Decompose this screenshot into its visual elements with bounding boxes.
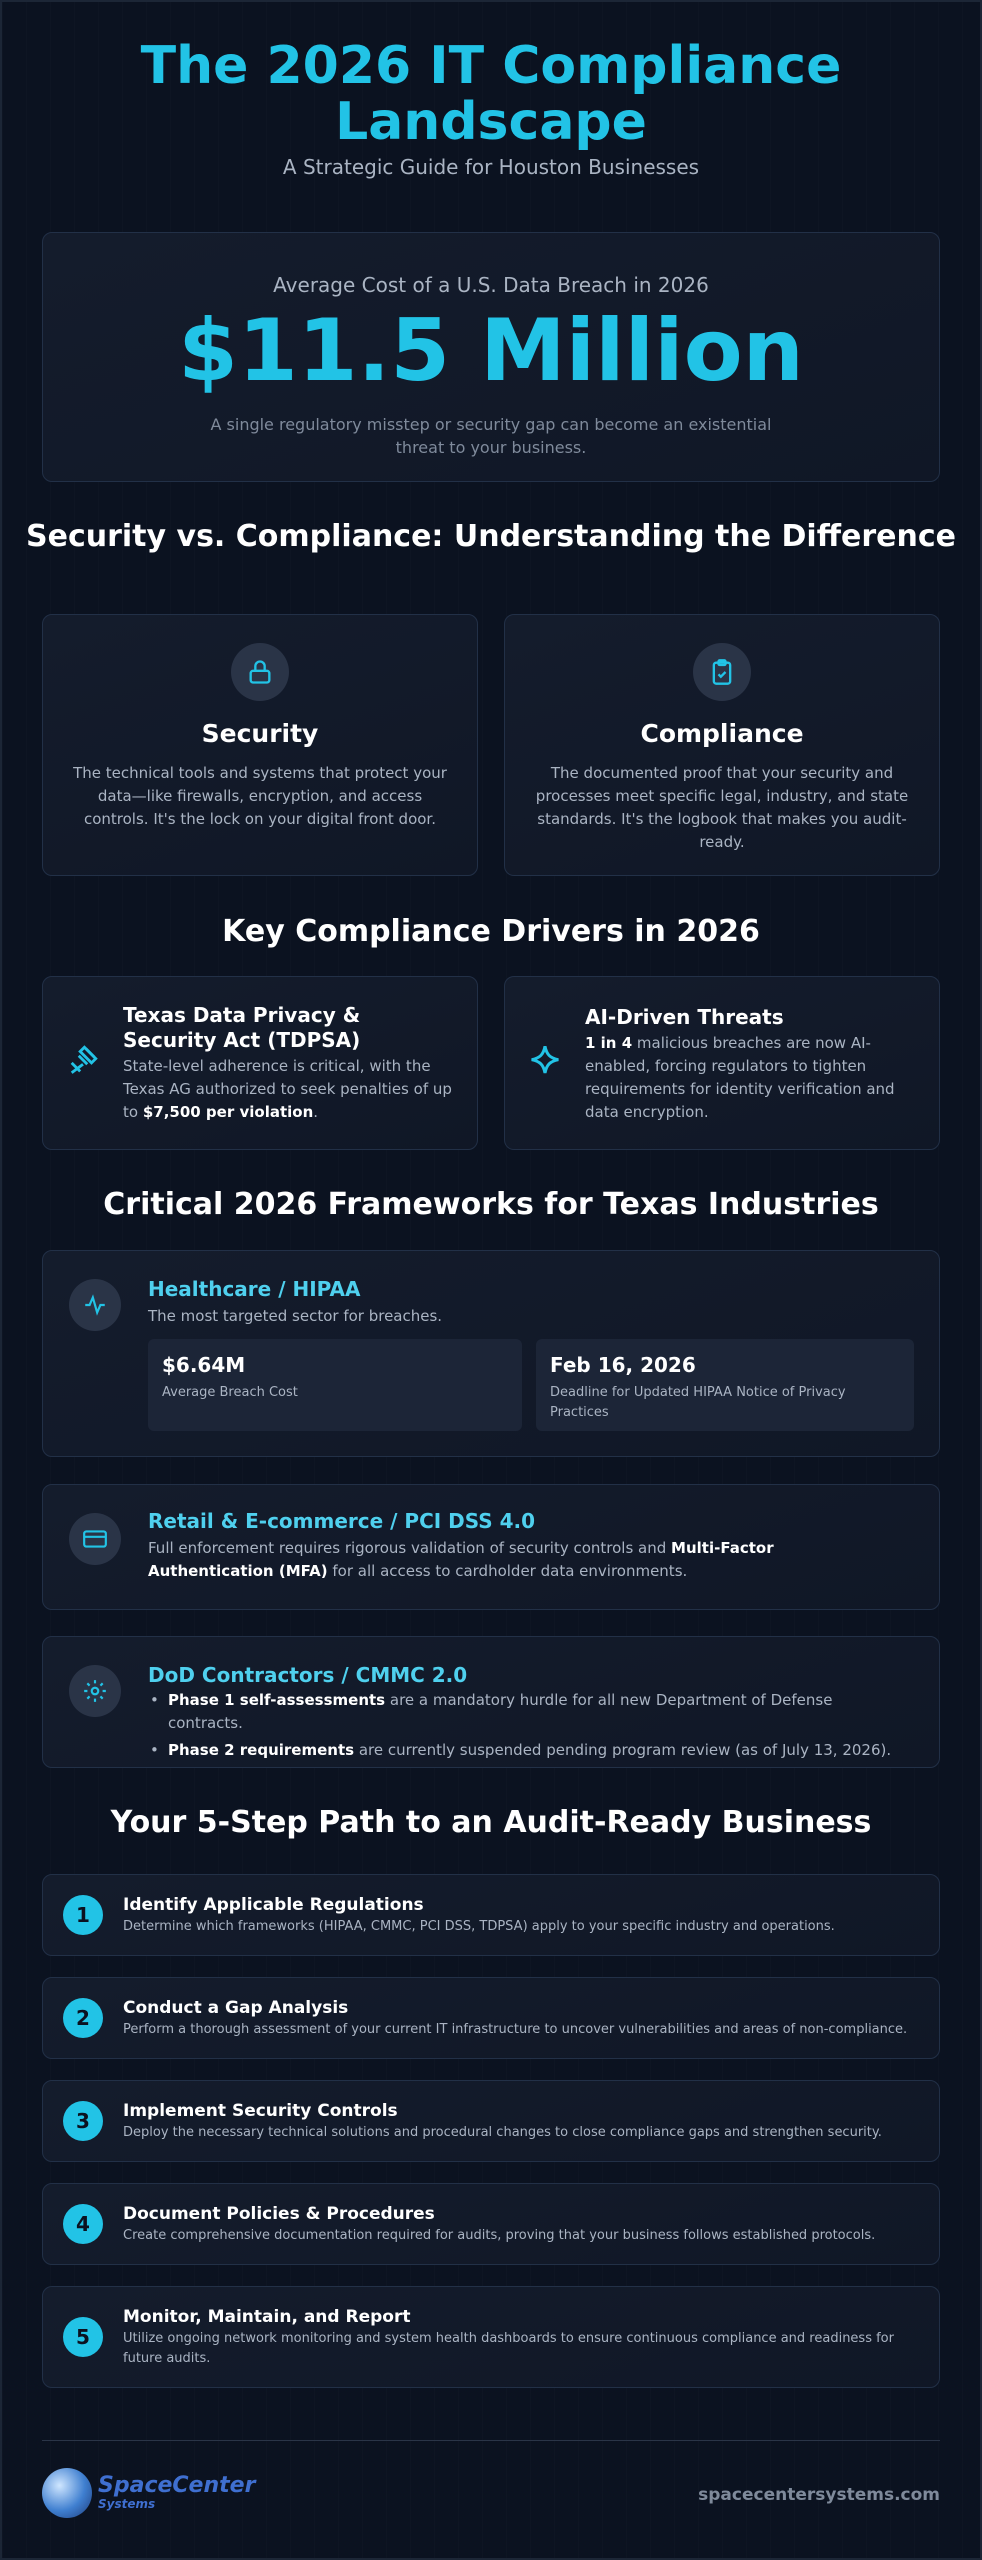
step-title: Conduct a Gap Analysis <box>123 1998 349 2018</box>
hipaa-breach-cost-stat: $6.64M Average Breach Cost <box>148 1339 522 1431</box>
stat-value: $6.64M <box>162 1353 246 1377</box>
step-text: Determine which frameworks (HIPAA, CMMC,… <box>123 1919 835 1934</box>
cmmc-list: Phase 1 self-assessments are a mandatory… <box>148 1689 899 1762</box>
compliance-card: Compliance The documented proof that you… <box>504 614 940 876</box>
step-title: Identify Applicable Regulations <box>123 1895 424 1915</box>
gavel-icon <box>66 1043 100 1081</box>
step-text: Perform a thorough assessment of your cu… <box>123 2022 908 2037</box>
security-text: The technical tools and systems that pro… <box>73 764 447 828</box>
hipaa-desc: The most targeted sector for breaches. <box>148 1307 443 1325</box>
steps-heading: Your 5-Step Path to an Audit-Ready Busin… <box>110 1805 872 1840</box>
list-item: Phase 1 self-assessments are a mandatory… <box>148 1689 899 1735</box>
frameworks-heading: Critical 2026 Frameworks for Texas Indus… <box>103 1187 879 1222</box>
stat-label: Deadline for Updated HIPAA Notice of Pri… <box>550 1385 846 1420</box>
footer-divider <box>42 2440 940 2441</box>
drivers-heading: Key Compliance Drivers in 2026 <box>222 914 760 949</box>
step-text: Deploy the necessary technical solutions… <box>123 2125 882 2140</box>
ai-threats-text: 1 in 4 malicious breaches are now AI-ena… <box>585 1034 895 1121</box>
lock-icon <box>231 643 289 701</box>
logo-subname: Systems <box>98 2497 156 2511</box>
breach-cost-card: Average Cost of a U.S. Data Breach in 20… <box>42 232 940 482</box>
hipaa-card: Healthcare / HIPAA The most targeted sec… <box>42 1250 940 1457</box>
step-text: Utilize ongoing network monitoring and s… <box>123 2331 894 2366</box>
step-card: 1 Identify Applicable Regulations Determ… <box>42 1874 940 1956</box>
breach-cost-value: $11.5 Million <box>178 301 804 401</box>
pci-title: Retail & E-commerce / PCI DSS 4.0 <box>148 1509 536 1533</box>
stat-value: Feb 16, 2026 <box>550 1353 696 1377</box>
step-card: 3 Implement Security Controls Deploy the… <box>42 2080 940 2162</box>
pci-desc: Full enforcement requires rigorous valid… <box>148 1539 774 1580</box>
security-title: Security <box>201 719 319 748</box>
company-logo[interactable]: SpaceCenter Systems <box>42 2468 255 2518</box>
hipaa-title: Healthcare / HIPAA <box>148 1277 361 1301</box>
sparkle-icon <box>525 1043 565 1087</box>
step-card: 4 Document Policies & Procedures Create … <box>42 2183 940 2265</box>
breach-cost-label: Average Cost of a U.S. Data Breach in 20… <box>273 273 709 297</box>
page-subtitle: A Strategic Guide for Houston Businesses <box>282 155 700 179</box>
heartbeat-icon <box>69 1279 121 1331</box>
step-title: Implement Security Controls <box>123 2101 398 2121</box>
step-card: 5 Monitor, Maintain, and Report Utilize … <box>42 2286 940 2388</box>
security-card: Security The technical tools and systems… <box>42 614 478 876</box>
step-number: 4 <box>63 2204 103 2244</box>
page-title: The 2026 IT Compliance Landscape <box>140 36 842 152</box>
step-number: 2 <box>63 1998 103 2038</box>
hipaa-deadline-stat: Feb 16, 2026 Deadline for Updated HIPAA … <box>536 1339 914 1431</box>
stat-label: Average Breach Cost <box>162 1385 298 1400</box>
pci-card: Retail & E-commerce / PCI DSS 4.0 Full e… <box>42 1484 940 1610</box>
breach-cost-note: A single regulatory misstep or security … <box>210 415 772 457</box>
list-item: Phase 2 requirements are currently suspe… <box>148 1739 899 1762</box>
step-number: 3 <box>63 2101 103 2141</box>
ai-threats-title: AI-Driven Threats <box>585 1005 784 1029</box>
website-link[interactable]: spacecentersystems.com <box>698 2485 940 2505</box>
tdpsa-card: Texas Data Privacy & Security Act (TDPSA… <box>42 976 478 1150</box>
ai-threats-card: AI-Driven Threats 1 in 4 malicious breac… <box>504 976 940 1150</box>
tdpsa-text: State-level adherence is critical, with … <box>123 1057 452 1121</box>
gear-icon <box>69 1665 121 1717</box>
step-title: Monitor, Maintain, and Report <box>123 2307 411 2327</box>
compliance-text: The documented proof that your security … <box>535 764 909 851</box>
logo-name: SpaceCenter <box>98 2473 256 2498</box>
step-title: Document Policies & Procedures <box>123 2204 435 2224</box>
compliance-title: Compliance <box>640 719 804 748</box>
step-card: 2 Conduct a Gap Analysis Perform a thoro… <box>42 1977 940 2059</box>
step-number: 5 <box>63 2317 103 2357</box>
credit-card-icon <box>69 1513 121 1565</box>
step-text: Create comprehensive documentation requi… <box>123 2228 876 2243</box>
tdpsa-title: Texas Data Privacy & Security Act (TDPSA… <box>123 1003 361 1052</box>
cmmc-card: DoD Contractors / CMMC 2.0 Phase 1 self-… <box>42 1636 940 1768</box>
globe-icon <box>42 2468 92 2518</box>
step-number: 1 <box>63 1895 103 1935</box>
clipboard-check-icon <box>693 643 751 701</box>
cmmc-title: DoD Contractors / CMMC 2.0 <box>148 1663 468 1687</box>
difference-heading: Security vs. Compliance: Understanding t… <box>26 519 956 554</box>
